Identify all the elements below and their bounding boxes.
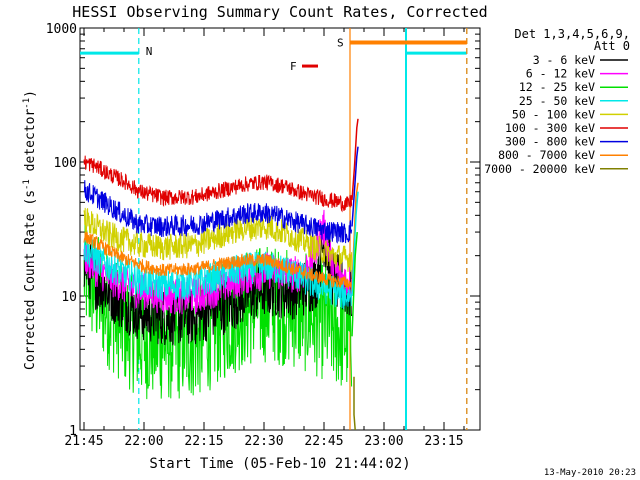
legend-entry-label: 6 - 12 keV (526, 67, 595, 81)
plot-frame (79, 27, 481, 431)
x-tick-label: 22:15 (184, 434, 223, 449)
series-spike (351, 146, 359, 227)
legend-entry-label: 7000 - 20000 keV (484, 162, 595, 176)
legend-entry-label: 12 - 25 keV (519, 80, 595, 94)
axis-ticks: 21:45 22:00 22:15 22:30 22:45 23:00 23:15 1 10 10… (46, 22, 480, 449)
legend-entry-label: 25 - 50 keV (519, 94, 595, 108)
x-tick-label: 22:00 (124, 434, 163, 449)
legend-entry-label: 3 - 6 keV (533, 53, 595, 67)
legend-entry-label: 300 - 800 keV (505, 135, 595, 149)
x-tick-label: 22:45 (304, 434, 343, 449)
y-tick-label: 1000 (46, 22, 77, 37)
legend-entry-label: 50 - 100 keV (512, 107, 595, 121)
series-line (83, 155, 353, 213)
y-axis-label-mid: detector (23, 109, 38, 180)
x-tick-label: 23:15 (424, 434, 463, 449)
y-tick-label: 1 (69, 424, 77, 439)
series-line (83, 231, 353, 292)
legend-header-2: Att 0 (594, 39, 630, 53)
legend-header-1: Det 1,3,4,5,6,9, (514, 27, 630, 41)
y-axis-label-sup2: -1 (22, 98, 32, 109)
series-spike (351, 232, 358, 337)
x-axis-label: Start Time (05-Feb-10 21:44:02) (149, 456, 410, 472)
series-spike (353, 376, 356, 431)
saa-label: S (337, 36, 344, 49)
x-tick-label: 23:00 (364, 434, 403, 449)
series-line (83, 209, 353, 315)
series-line (83, 207, 353, 272)
chart-title: HESSI Observing Summary Count Rates, Cor… (72, 3, 487, 21)
y-axis-label-sup1: -1 (22, 179, 32, 190)
x-tick-label: 21:45 (64, 434, 103, 449)
series-line (83, 180, 353, 244)
y-axis-label-main: Corrected Count Rate (s (23, 190, 38, 370)
series-spike (351, 191, 359, 297)
legend-entry-label: 800 - 7000 keV (498, 148, 595, 162)
series-line (83, 237, 353, 309)
night-label: N (146, 45, 153, 58)
y-tick-label: 100 (54, 156, 77, 171)
flare-label: F (290, 60, 297, 73)
series-spike (351, 118, 359, 201)
plot-border (79, 27, 481, 431)
y-axis-label-end: ) (23, 90, 38, 98)
y-axis-label: Corrected Count Rate (s-1 detector-1) (22, 90, 38, 370)
series-layer (83, 118, 359, 431)
x-tick-label: 22:30 (244, 434, 283, 449)
timestamp: 13-May-2010 20:23 (544, 468, 636, 478)
legend-entry-label: 100 - 300 keV (505, 121, 595, 135)
y-tick-label: 10 (61, 290, 77, 305)
